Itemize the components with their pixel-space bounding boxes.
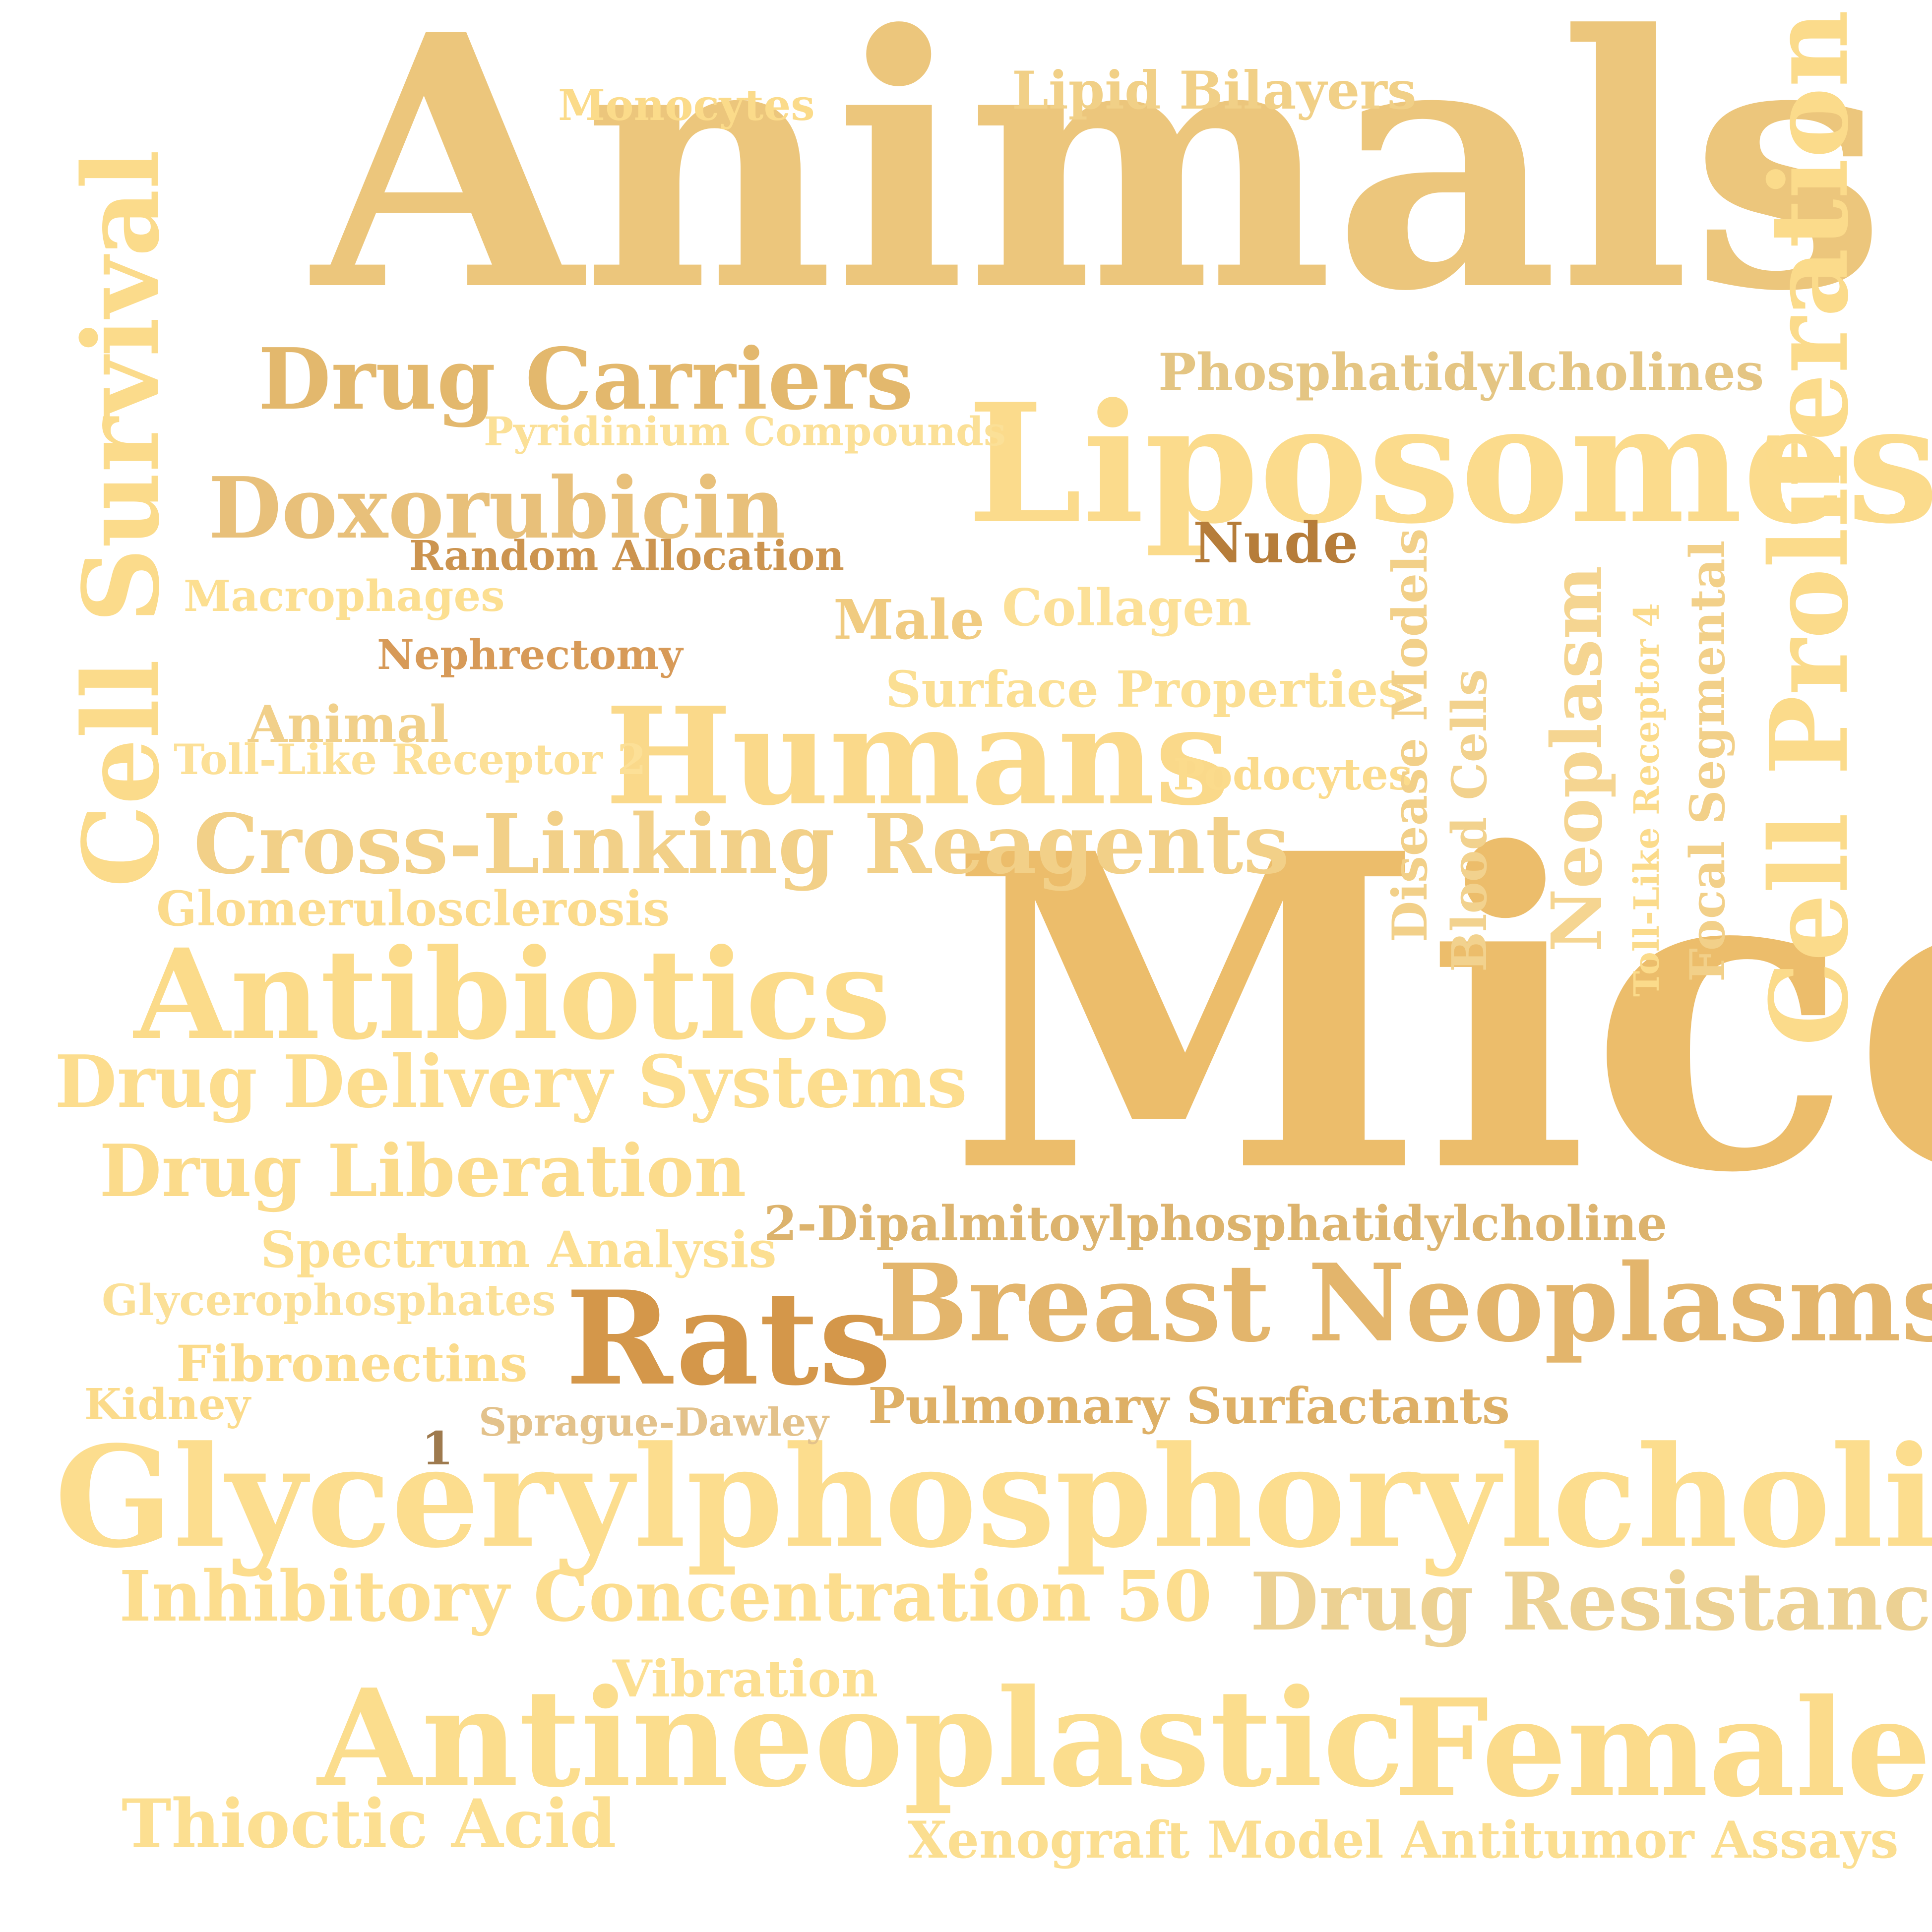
word-kidney: Kidney <box>84 1380 250 1430</box>
word-one: 1 <box>422 1422 454 1475</box>
word-animals: Animals <box>312 0 1886 367</box>
word-glycerophosphates: Glycerophosphates <box>102 1275 556 1326</box>
word-liposomes: Liposomes <box>967 367 1932 560</box>
word-sprague-dawley: Sprague-Dawley <box>479 1400 829 1445</box>
word-mice: Mice <box>947 761 1932 1268</box>
word-male: Male <box>833 588 985 652</box>
word-inhibitory-concentration-50: Inhibitory Concentration 50 <box>119 1556 1212 1637</box>
word-xenograft-model: Xenograft Model Antitumor Assays <box>908 1811 1899 1870</box>
word-pyridinium-compounds: Pyridinium Compounds <box>484 408 1006 455</box>
word-vibration: Vibration <box>613 1649 878 1709</box>
word-glomerulosclerosis: Glomerulosclerosis <box>156 881 670 937</box>
word-doxorubicin: Doxorubicin <box>208 459 786 558</box>
word-spectrum-analysis: Spectrum Analysis <box>260 1220 777 1279</box>
word-neoplasm: Neoplasm <box>1537 565 1618 952</box>
word-focal-segmental: Focal Segmental <box>1680 540 1736 982</box>
word-animal: Animal <box>248 695 449 754</box>
word-surface-properties: Surface Properties <box>885 660 1406 719</box>
word-drug-resistance: Drug Resistance <box>1250 1555 1932 1648</box>
word-antibiotics: Antibiotics <box>134 921 891 1067</box>
word-female: Female <box>1394 1669 1932 1827</box>
word-glycerylphosphorylcholine: Glycerylphosphorylcholine <box>55 1416 1932 1579</box>
word-toll-like-receptor-2: Toll-Like Receptor 2 <box>174 735 646 784</box>
word-phosphatidylcholines: Phosphatidylcholines <box>1158 343 1764 402</box>
word-disease-models: Disease Models <box>1382 528 1438 942</box>
word-lipid-bilayers: Lipid Bilayers <box>1012 60 1417 121</box>
word-podocytes: Podocytes <box>1173 750 1413 800</box>
word-2-dipalmitoyl: 2-Dipalmitoylphosphatidylcholine <box>764 1196 1668 1252</box>
word-nephrectomy: Nephrectomy <box>377 631 683 679</box>
word-drug-liberation: Drug Liberation <box>99 1129 747 1213</box>
word-thioctic-acid: Thioctic Acid <box>122 1784 617 1863</box>
word-random-allocation: Random Allocation <box>409 532 845 580</box>
word-blood-cells: Blood Cells <box>1441 669 1497 972</box>
word-nude: Nude <box>1193 511 1359 576</box>
word-cross-linking-reagents: Cross-Linking Reagents <box>193 796 1290 892</box>
word-cell-survival: Cell Survival <box>60 149 183 888</box>
word-antineoplastic: Antineoplastic <box>317 1659 1405 1817</box>
word-rats: Rats <box>565 1263 891 1414</box>
word-macrophages: Macrophages <box>184 571 505 621</box>
word-drug-carriers: Drug Carriers <box>258 330 914 429</box>
word-humans: Humans <box>605 677 1231 835</box>
word-breast-neoplasms: Breast Neoplasms <box>878 1240 1932 1366</box>
word-toll-like-receptor-4: Toll-Like Receptor 4 <box>1626 603 1667 997</box>
word-collagen: Collagen <box>1002 578 1252 638</box>
word-cell-proliferation: Cell Proliferation <box>1746 9 1872 1046</box>
word-drug-delivery-systems: Drug Delivery Systems <box>55 1040 968 1124</box>
word-fibronectins: Fibronectins <box>176 1334 528 1393</box>
word-pulmonary-surfactants: Pulmonary Surfactants <box>868 1377 1510 1435</box>
word-monocytes: Monocytes <box>558 80 815 130</box>
